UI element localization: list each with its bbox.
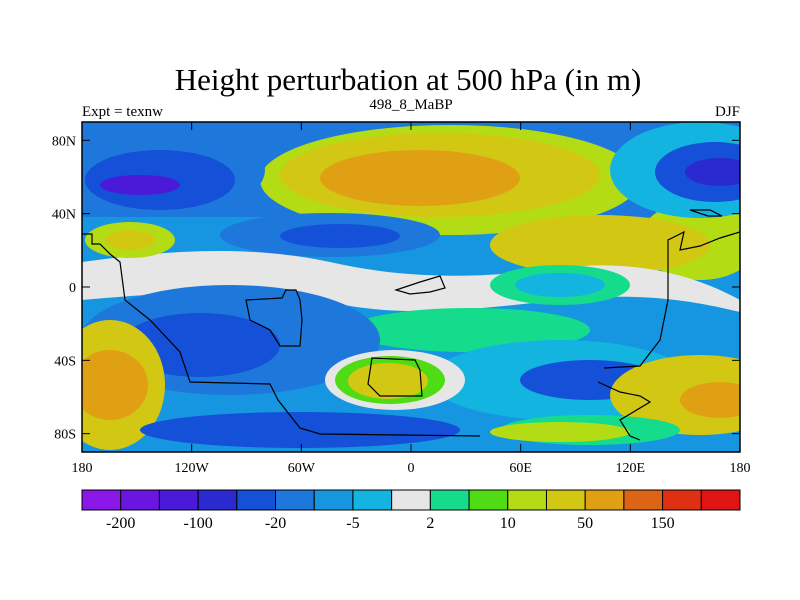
colorbar-swatch	[700, 489, 741, 511]
x-tick-label: 0	[408, 461, 415, 476]
colorbar-swatch	[545, 489, 586, 511]
colorbar-swatch	[584, 489, 625, 511]
colorbar-swatch	[429, 489, 470, 511]
x-tick-label: 60E	[509, 461, 532, 476]
chart-title: Height perturbation at 500 hPa (in m)	[175, 62, 642, 97]
colorbar-swatch	[352, 489, 393, 511]
colorbar-swatch	[197, 489, 238, 511]
x-tick-label: 180	[72, 461, 93, 476]
x-axis: 180 120W 60W 0 60E 120E 180	[72, 122, 751, 476]
colorbar-label: -100	[183, 515, 212, 532]
height-perturbation-field	[82, 122, 740, 452]
x-tick-label: 180	[730, 461, 751, 476]
colorbar-swatch	[623, 489, 664, 511]
colorbar-label: -5	[346, 515, 359, 532]
colorbar-swatch	[313, 489, 354, 511]
colorbar-swatch	[236, 489, 277, 511]
colorbar-swatch	[158, 489, 199, 511]
season-label: DJF	[715, 104, 740, 120]
colorbar-label: -20	[265, 515, 286, 532]
y-axis: 80N 40N 0 40S 80S	[52, 134, 740, 443]
y-tick-label: 80S	[54, 428, 76, 443]
colorbar-label: 10	[500, 515, 516, 532]
colorbar-swatch	[391, 489, 431, 511]
y-tick-label: 40S	[54, 354, 76, 369]
x-tick-label: 60W	[288, 461, 316, 476]
x-tick-label: 120W	[175, 461, 210, 476]
colorbar: -200 -100 -20 -5 2 10 50 150	[81, 489, 741, 532]
colorbar-swatch	[507, 489, 547, 511]
x-tick-label: 120E	[616, 461, 646, 476]
y-tick-label: 0	[69, 281, 76, 296]
colorbar-swatch	[275, 489, 315, 511]
colorbar-swatch	[81, 489, 122, 511]
colorbar-swatch	[468, 489, 509, 511]
colorbar-label: 2	[426, 515, 434, 532]
experiment-label: Expt = texnw	[82, 104, 163, 120]
colorbar-label: -200	[106, 515, 135, 532]
case-label: 498_8_MaBP	[369, 97, 452, 113]
coastline-outline	[82, 209, 740, 441]
y-tick-label: 80N	[52, 134, 76, 149]
colorbar-label: 150	[651, 515, 675, 532]
y-tick-label: 40N	[52, 208, 76, 223]
colorbar-swatch	[662, 489, 702, 511]
colorbar-swatch	[120, 489, 160, 511]
colorbar-label: 50	[577, 515, 593, 532]
